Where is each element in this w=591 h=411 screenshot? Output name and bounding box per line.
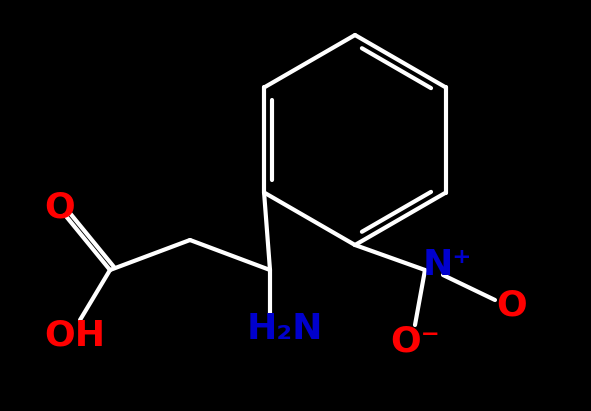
Text: O: O [496,288,527,322]
Text: H₂N: H₂N [247,312,323,346]
Text: OH: OH [44,318,106,352]
Text: O⁻: O⁻ [390,324,440,358]
Text: O: O [45,190,76,224]
Text: N⁺: N⁺ [423,248,472,282]
